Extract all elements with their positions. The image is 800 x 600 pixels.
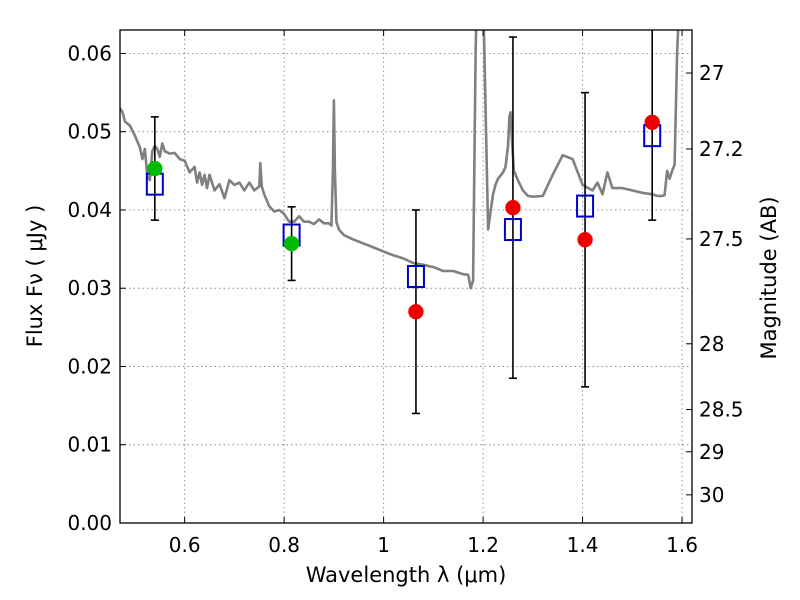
y2-tick-label: 29 — [699, 440, 724, 464]
y-tick-label: 0.05 — [67, 120, 112, 144]
observed-point-red — [644, 114, 660, 131]
observed-point-red — [408, 303, 424, 320]
y-axis-label: Flux Fν ( μJy ) — [23, 205, 47, 348]
y2-tick-label: 28 — [699, 332, 724, 356]
y-tick-label: 0.04 — [67, 198, 112, 222]
y-tick-label: 0.03 — [67, 276, 112, 300]
x-tick-label: 1.6 — [666, 533, 698, 557]
y2-tick-label: 27 — [699, 61, 724, 85]
grid — [120, 30, 692, 524]
y2-axis-label: Magnitude (AB) — [757, 196, 781, 359]
observed-point-green — [283, 235, 300, 252]
observed-point-red — [577, 231, 593, 248]
y2-tick-label: 27.2 — [699, 137, 744, 161]
model-spectrum-line — [120, 30, 680, 290]
model-photometry-square — [406, 265, 425, 288]
observed-point-red — [505, 199, 521, 216]
plot-frame — [119, 29, 693, 524]
model-photometry-square — [576, 194, 595, 218]
x-tick-label: 1 — [377, 533, 390, 557]
y-tick-label: 0.00 — [67, 511, 112, 535]
y2-tick-label: 30 — [699, 483, 724, 507]
x-tick-label: 1.2 — [467, 533, 499, 557]
y-tick-label: 0.01 — [67, 433, 112, 457]
x-tick-label: 0.8 — [268, 533, 300, 557]
model-photometry-square — [503, 218, 522, 242]
x-axis-label: Wavelength λ (μm) — [306, 563, 507, 587]
observed-point-green — [147, 160, 163, 177]
y2-tick-label: 27.5 — [699, 227, 744, 251]
y-tick-label: 0.06 — [67, 41, 112, 65]
plot-area — [120, 30, 680, 415]
axis-ticks: 0.6 0.8 1 1.2 1.4 1.6 0.00 0.01 0.02 0.03 0.04 0.05… — [67, 30, 744, 557]
y-tick-label: 0.02 — [67, 354, 112, 378]
x-tick-label: 1.4 — [567, 533, 599, 557]
x-tick-label: 0.6 — [169, 533, 201, 557]
y2-tick-label: 28.5 — [699, 398, 744, 422]
